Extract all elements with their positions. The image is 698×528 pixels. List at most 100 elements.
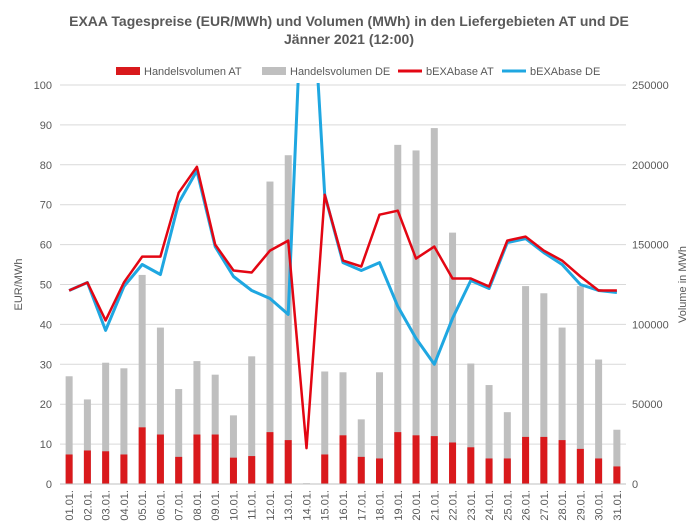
y-tick-label: 70 bbox=[40, 200, 52, 212]
y-tick-label: 30 bbox=[40, 359, 52, 371]
bar-at bbox=[321, 454, 329, 484]
bar-at bbox=[449, 442, 457, 484]
bar-de bbox=[503, 412, 511, 484]
bar-de bbox=[339, 372, 347, 484]
bar-de bbox=[558, 327, 566, 484]
x-tick-label: 28.01. bbox=[557, 490, 569, 521]
x-tick-label: 05.01. bbox=[137, 490, 149, 521]
x-tick-label: 13.01. bbox=[283, 490, 295, 521]
y-tick-label: 50 bbox=[40, 280, 52, 292]
bar-de bbox=[266, 181, 274, 485]
bar-de bbox=[138, 274, 146, 484]
y-tick-label: 80 bbox=[40, 160, 52, 172]
x-tick-label: 20.01. bbox=[411, 490, 423, 521]
x-tick-label: 22.01. bbox=[448, 490, 460, 521]
legend-swatch bbox=[262, 67, 286, 75]
chart-title-line2: Jänner 2021 (12:00) bbox=[284, 31, 414, 47]
x-tick-label: 08.01. bbox=[192, 490, 204, 521]
bar-at bbox=[485, 458, 493, 484]
bar-at bbox=[193, 434, 201, 484]
bar-at bbox=[138, 427, 146, 484]
bar-at bbox=[229, 457, 237, 484]
x-tick-label: 26.01. bbox=[521, 490, 533, 521]
x-tick-label: 23.01. bbox=[466, 490, 478, 521]
bar-de bbox=[357, 419, 365, 484]
chart-title: EXAA Tagespreise (EUR/MWh) und Volumen (… bbox=[0, 12, 698, 48]
x-tick-label: 18.01. bbox=[375, 490, 387, 521]
y-tick-label: 10 bbox=[40, 439, 52, 451]
bar-de bbox=[83, 399, 91, 484]
bar-at bbox=[156, 434, 164, 484]
bar-at bbox=[339, 435, 347, 484]
x-tick-label: 27.01. bbox=[539, 490, 551, 521]
legend-swatch bbox=[116, 67, 140, 75]
bar-de bbox=[229, 415, 237, 484]
bar-at bbox=[120, 454, 128, 484]
x-tick-label: 04.01. bbox=[119, 490, 131, 521]
bar-at bbox=[376, 458, 384, 484]
bar-at bbox=[266, 432, 274, 484]
bar-at bbox=[613, 466, 621, 484]
x-tick-label: 03.01. bbox=[101, 490, 113, 521]
bar-at bbox=[248, 456, 256, 484]
x-tick-label: 10.01. bbox=[228, 490, 240, 521]
bar-de bbox=[284, 155, 292, 484]
bar-at bbox=[102, 451, 110, 484]
x-tick-label: 29.01. bbox=[575, 490, 587, 521]
legend-label: Handelsvolumen AT bbox=[144, 66, 242, 78]
x-tick-label: 24.01. bbox=[484, 490, 496, 521]
y2-tick-label: 100000 bbox=[632, 319, 669, 331]
bar-at bbox=[83, 450, 91, 484]
y2-tick-label: 250000 bbox=[632, 80, 669, 92]
bar-de bbox=[156, 327, 164, 484]
x-tick-label: 31.01. bbox=[612, 490, 624, 521]
x-tick-label: 01.01. bbox=[64, 490, 76, 521]
line-bexabase-at bbox=[68, 165, 617, 450]
bar-de bbox=[120, 368, 128, 484]
y-tick-label: 20 bbox=[40, 399, 52, 411]
bar-at bbox=[412, 435, 420, 484]
bar-at bbox=[357, 456, 365, 484]
line-bexabase-de bbox=[68, 83, 618, 366]
bar-de bbox=[248, 356, 256, 484]
chart-title-line1: EXAA Tagespreise (EUR/MWh) und Volumen (… bbox=[69, 13, 629, 29]
bar-at bbox=[558, 440, 566, 484]
y2-tick-label: 200000 bbox=[632, 160, 669, 172]
y-tick-label: 40 bbox=[40, 319, 52, 331]
bar-at bbox=[65, 454, 73, 484]
bar-de bbox=[595, 359, 603, 484]
bar-de bbox=[540, 293, 548, 484]
x-tick-label: 19.01. bbox=[393, 490, 405, 521]
x-tick-label: 16.01. bbox=[338, 490, 350, 521]
bar-at bbox=[540, 436, 548, 484]
bar-de bbox=[522, 286, 530, 484]
y-tick-label: 0 bbox=[46, 479, 52, 491]
bar-de bbox=[467, 363, 475, 484]
bar-de bbox=[576, 286, 584, 484]
y-tick-label: 100 bbox=[34, 80, 52, 92]
legend-label: Handelsvolumen DE bbox=[290, 66, 390, 78]
bar-at bbox=[430, 436, 438, 484]
bar-de bbox=[193, 361, 201, 484]
y2-tick-label: 0 bbox=[632, 479, 638, 491]
x-tick-label: 14.01. bbox=[301, 490, 313, 521]
y-axis-label: EUR/MWh bbox=[13, 259, 25, 311]
bar-at bbox=[503, 458, 511, 484]
x-tick-label: 25.01. bbox=[502, 490, 514, 521]
x-tick-label: 17.01. bbox=[356, 490, 368, 521]
bar-de bbox=[65, 376, 73, 484]
y2-tick-label: 150000 bbox=[632, 240, 669, 252]
x-tick-label: 15.01. bbox=[320, 490, 332, 521]
bar-de bbox=[211, 374, 219, 484]
bar-at bbox=[284, 440, 292, 484]
bar-de bbox=[412, 150, 420, 484]
bar-de bbox=[449, 232, 457, 484]
x-tick-label: 07.01. bbox=[174, 490, 186, 521]
bar-de bbox=[175, 389, 183, 484]
legend-label: bEXAbase DE bbox=[530, 66, 600, 78]
y2-tick-label: 50000 bbox=[632, 399, 663, 411]
x-tick-label: 30.01. bbox=[594, 490, 606, 521]
bar-at bbox=[211, 434, 219, 484]
